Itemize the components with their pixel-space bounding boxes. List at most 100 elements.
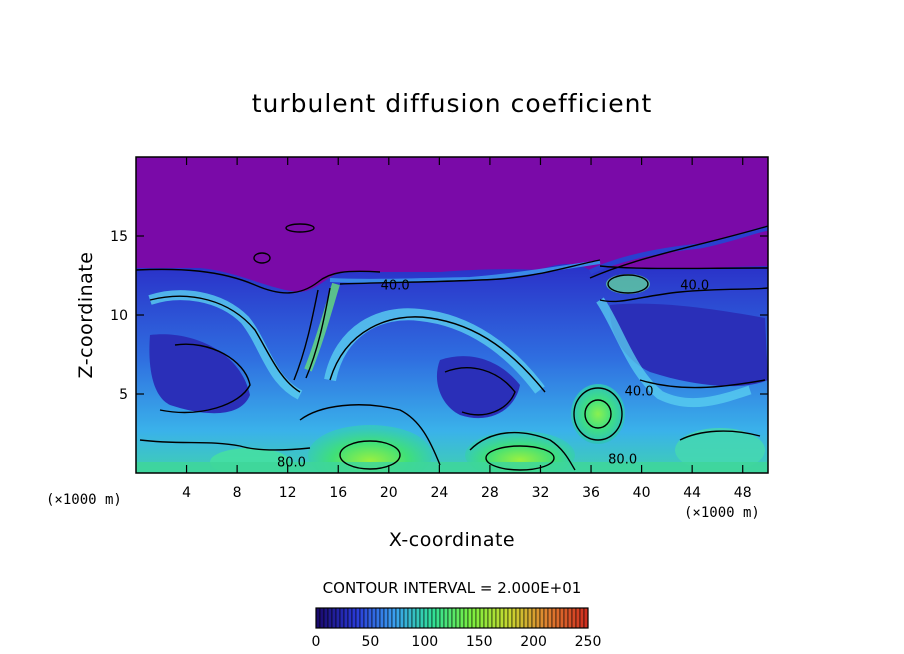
colorbar-cell	[559, 607, 565, 629]
colorbar-cell	[563, 607, 569, 629]
contour-lines	[136, 223, 768, 471]
contour-label: 40.0	[381, 279, 410, 294]
colorbar-cell	[523, 607, 529, 629]
field-swirl-arch-center	[324, 308, 545, 394]
colorbar-cell	[579, 607, 585, 629]
colorbar-cell	[431, 607, 437, 629]
colorbar-cell	[331, 607, 337, 629]
colorbar-cell	[359, 607, 365, 629]
contour-interval-text: CONTOUR INTERVAL = 2.000E+01	[323, 579, 582, 597]
colorbar-cell	[367, 607, 373, 629]
colorbar-tick-label: 50	[361, 634, 379, 650]
colorbar-cell	[387, 607, 393, 629]
colorbar-cell	[519, 607, 525, 629]
z-axis-ticks: 5 10 15	[110, 229, 768, 403]
colorbar-cell	[443, 607, 449, 629]
contour-line-vortex-outer	[573, 387, 623, 441]
colorbar-cell	[407, 607, 413, 629]
z-tick-label: 15	[110, 229, 128, 245]
contour-line-top-blob	[285, 223, 315, 233]
field-vortex	[571, 384, 625, 444]
colorbar-cell	[391, 607, 397, 629]
colorbar-cell	[427, 607, 433, 629]
colorbar-cell	[527, 607, 533, 629]
colorbar-cell	[571, 607, 577, 629]
colorbar-cell	[459, 607, 465, 629]
x-tick-label: 24	[430, 485, 448, 501]
x-tick-label: 40	[633, 485, 651, 501]
x-tick-label: 4	[182, 485, 191, 501]
contour-label: 80.0	[608, 453, 637, 468]
x-unit-right: (×1000 m)	[684, 505, 760, 521]
contour-line-left-surface	[139, 439, 311, 451]
colorbar-cell	[351, 607, 357, 629]
z-tick-label: 5	[119, 387, 128, 403]
x-tick-label: 20	[380, 485, 398, 501]
contour-line-vortex-inner	[584, 399, 612, 429]
colorbar-cell	[531, 607, 537, 629]
colorbar-cell	[463, 607, 469, 629]
colorbar-cell	[491, 607, 497, 629]
colorbar-cell	[327, 607, 333, 629]
contour-line-left-blob	[253, 252, 271, 264]
colorbar-cell	[403, 607, 409, 629]
colorbar-cell	[467, 607, 473, 629]
colorbar-tick-label: 100	[411, 634, 438, 650]
contour-label: 40.0	[680, 279, 709, 294]
colorbar-cell	[479, 607, 485, 629]
x-unit-left: (×1000 m)	[46, 492, 122, 508]
contour-line-green-blob-1	[339, 440, 401, 470]
colorbar-cell	[495, 607, 501, 629]
x-tick-label: 36	[582, 485, 600, 501]
colorbar-tick-label: 200	[520, 634, 547, 650]
colorbar-frame	[315, 607, 589, 629]
field-dark-pocket-left	[149, 334, 250, 414]
contour-line-plume-left	[293, 289, 319, 381]
y-axis-label: Z-coordinate	[75, 252, 97, 379]
field-green-blob-4	[675, 428, 765, 472]
x-tick-label: 16	[329, 485, 347, 501]
field-dark-pocket-right	[609, 303, 768, 387]
x-axis-ticks: 4 8 12 16 20 24 28 32 36 40 44 48	[182, 157, 752, 501]
chart-title: turbulent diffusion coefficient	[252, 89, 653, 118]
colorbar-cell	[399, 607, 405, 629]
colorbar-cell	[539, 607, 545, 629]
x-tick-label: 12	[279, 485, 297, 501]
contour-line-plume-right	[305, 287, 331, 379]
contour-line-right-boundary	[599, 265, 768, 270]
colorbar-cell	[383, 607, 389, 629]
contour-line-ground	[469, 431, 576, 471]
colorbar-cell	[499, 607, 505, 629]
colorbar-cell	[575, 607, 581, 629]
colorbar-cell	[447, 607, 453, 629]
contour-line-upper-filament	[339, 259, 601, 285]
field-green-blob-1	[308, 425, 432, 473]
x-tick-label: 28	[481, 485, 499, 501]
colorbar-cell	[451, 607, 457, 629]
contour-line-mid-pocket	[444, 367, 516, 416]
contour-line-right-filament	[589, 225, 768, 279]
colorbar-cell	[363, 607, 369, 629]
colorbar-cell	[335, 607, 341, 629]
colorbar-cell	[379, 607, 385, 629]
heatmap-field	[136, 157, 768, 473]
contour-line-lower-arch	[299, 404, 441, 466]
contour-line-boundary	[136, 268, 381, 294]
colorbar-cell	[507, 607, 513, 629]
colorbar-cell	[355, 607, 361, 629]
contour-line-central-arch	[329, 316, 546, 393]
colorbar-cell	[347, 607, 353, 629]
field-dark-pocket-mid	[436, 356, 520, 419]
contour-line-left-pocket	[149, 295, 301, 393]
contour-label: 40.0	[625, 385, 654, 400]
contour-line-right-upper	[599, 287, 768, 303]
colorbar-cell	[395, 607, 401, 629]
colorbar-cell	[555, 607, 561, 629]
x-tick-label: 44	[683, 485, 701, 501]
field-swirl-arch-right	[596, 297, 752, 408]
colorbar-cell	[439, 607, 445, 629]
colorbar-cell	[319, 607, 325, 629]
contour-labels: 40.0 40.0 40.0 80.0 80.0	[277, 279, 709, 471]
x-tick-label: 8	[233, 485, 242, 501]
